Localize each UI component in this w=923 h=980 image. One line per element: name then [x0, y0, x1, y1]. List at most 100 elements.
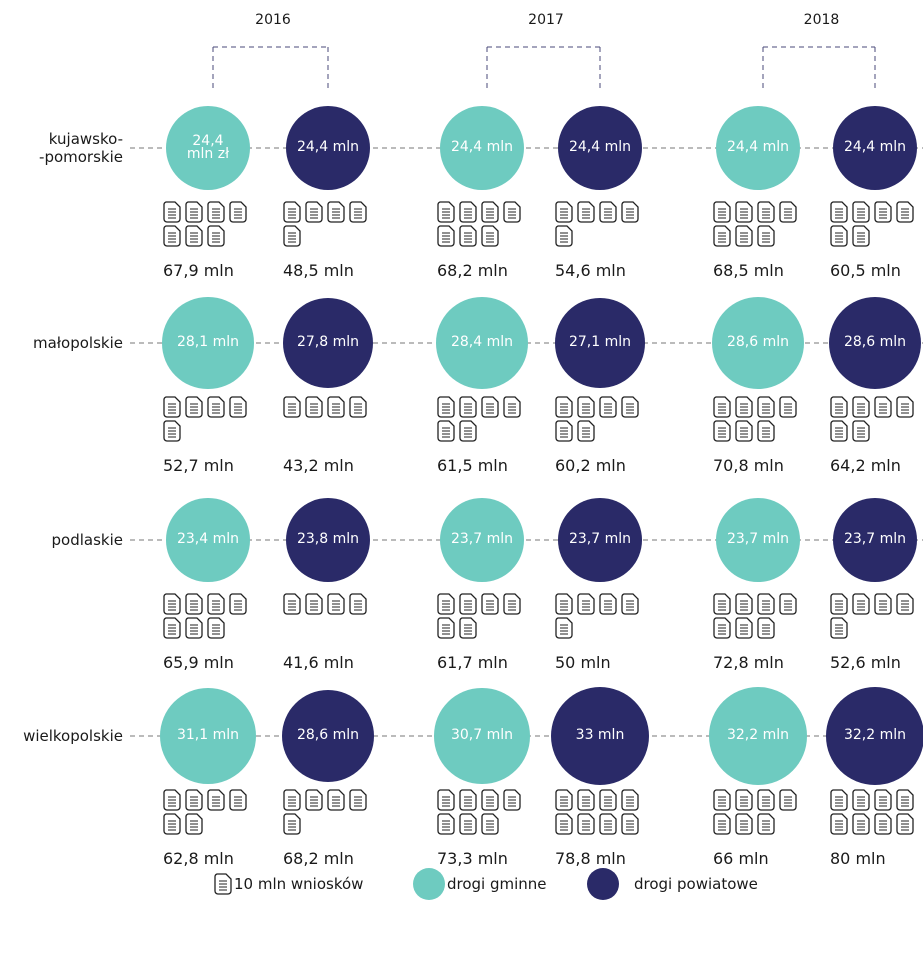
document-icon — [481, 789, 499, 811]
document-icon — [283, 396, 301, 418]
document-icon — [713, 789, 731, 811]
bubble: 24,4 mln — [557, 105, 643, 191]
document-icon — [896, 593, 914, 615]
document-icon — [713, 201, 731, 223]
applications-amount: 68,2 mln — [437, 261, 508, 280]
applications-amount: 68,5 mln — [713, 261, 784, 280]
applications-amount: 67,9 mln — [163, 261, 234, 280]
legend-label: 10 mln wniosków — [234, 875, 364, 893]
bubble-label: 23,4 mln — [176, 531, 239, 548]
document-icon — [874, 813, 892, 835]
document-icon — [283, 813, 301, 835]
bubble-label: 28,6 mln — [843, 334, 906, 351]
document-icon — [163, 789, 181, 811]
document-icon — [896, 813, 914, 835]
year-label: 2016 — [255, 12, 291, 28]
document-icon — [757, 420, 775, 442]
bubble: 28,1 mln — [162, 297, 254, 389]
applications-amount: 60,2 mln — [555, 456, 626, 475]
document-icon — [757, 593, 775, 615]
document-icon — [503, 789, 521, 811]
document-icon — [327, 396, 345, 418]
document-icon — [229, 593, 247, 615]
document-icon — [735, 593, 753, 615]
document-icon — [896, 789, 914, 811]
document-icon — [207, 593, 225, 615]
document-icon — [874, 789, 892, 811]
document-icon — [305, 789, 323, 811]
document-icon — [437, 593, 455, 615]
document-icon — [283, 789, 301, 811]
bubble-label: 33 mln — [575, 727, 625, 744]
bubble-label: 24,4 mln — [568, 139, 631, 156]
document-icon — [621, 813, 639, 835]
document-icon — [621, 593, 639, 615]
bubble-label: 24,4 mln — [296, 139, 359, 156]
legend-label: drogi gminne — [447, 875, 547, 893]
document-icon — [577, 789, 595, 811]
document-icon — [735, 396, 753, 418]
applications-amount: 72,8 mln — [713, 653, 784, 672]
document-icon — [229, 789, 247, 811]
bubble-label: 23,7 mln — [568, 531, 631, 548]
document-icon — [852, 225, 870, 247]
bubble-label: 28,1 mln — [176, 334, 239, 351]
document-icon — [207, 789, 225, 811]
document-icon — [305, 396, 323, 418]
document-icon — [207, 225, 225, 247]
document-icon — [874, 593, 892, 615]
document-icon — [555, 225, 573, 247]
bubble-label: 32,2 mln — [726, 727, 789, 744]
applications-amount: 50 mln — [555, 653, 611, 672]
document-icon — [283, 225, 301, 247]
document-icon — [735, 617, 753, 639]
document-icon — [830, 813, 848, 835]
document-icon — [437, 617, 455, 639]
document-icon — [349, 789, 367, 811]
applications-amount: 70,8 mln — [713, 456, 784, 475]
document-icon — [437, 813, 455, 835]
year-label: 2017 — [528, 12, 564, 28]
bubble: 28,4 mln — [436, 297, 528, 389]
document-icon — [735, 789, 753, 811]
document-icon — [830, 201, 848, 223]
document-icon — [349, 396, 367, 418]
document-icon — [229, 396, 247, 418]
bubble-label: 24,4 mln — [843, 139, 906, 156]
document-icon — [185, 201, 203, 223]
bubble: 33 mln — [550, 686, 650, 786]
legend-swatch — [413, 868, 445, 900]
document-icon — [481, 396, 499, 418]
document-icon — [283, 593, 301, 615]
document-icon — [185, 225, 203, 247]
bubble: 23,8 mln — [286, 498, 370, 582]
applications-amount: 64,2 mln — [830, 456, 901, 475]
document-icon — [327, 789, 345, 811]
applications-amount: 52,6 mln — [830, 653, 901, 672]
document-icon — [163, 617, 181, 639]
document-icon — [229, 201, 247, 223]
bubble-label: 23,7 mln — [726, 531, 789, 548]
applications-amount: 52,7 mln — [163, 456, 234, 475]
document-icon — [459, 225, 477, 247]
document-icon — [830, 225, 848, 247]
region-label: podlaskie — [51, 531, 123, 549]
applications-amount: 60,5 mln — [830, 261, 901, 280]
document-icon — [283, 201, 301, 223]
bubble: 23,4 mln — [166, 498, 250, 582]
year-label: 2018 — [803, 12, 840, 28]
document-icon — [207, 617, 225, 639]
document-icon — [757, 396, 775, 418]
bubble: 24,4 mln — [832, 105, 918, 191]
document-icon — [577, 813, 595, 835]
document-icon — [503, 593, 521, 615]
bubble: 28,6 mln — [282, 690, 374, 782]
applications-amount: 61,5 mln — [437, 456, 508, 475]
bubble: 24,4 mln zł — [165, 105, 251, 191]
document-icon — [555, 813, 573, 835]
applications-amount: 62,8 mln — [163, 849, 234, 868]
legend-swatch — [587, 868, 619, 900]
document-icon — [481, 201, 499, 223]
document-icon — [481, 225, 499, 247]
document-icon — [852, 789, 870, 811]
